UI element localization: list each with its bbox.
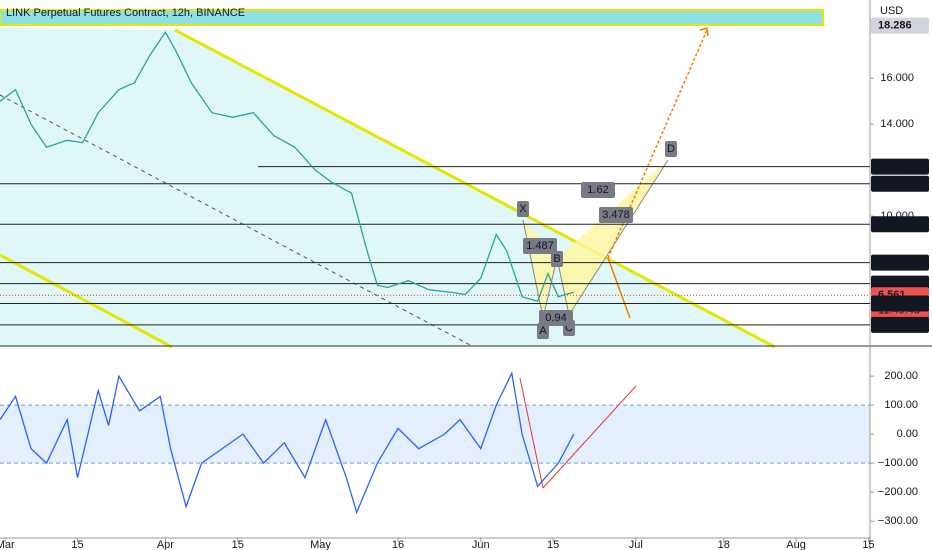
level-label-box <box>871 175 929 192</box>
x-tick-label: 15 <box>232 539 244 550</box>
y-tick-label: −300.00 <box>878 515 918 527</box>
ratio-label: 1.62 <box>587 184 608 196</box>
pattern-point-box <box>665 141 677 157</box>
level-label-box <box>871 17 929 34</box>
x-tick-label: 18 <box>718 539 730 550</box>
trend-line <box>174 28 776 349</box>
ratio-box <box>581 182 615 198</box>
y-tick-label: 14.000 <box>880 118 914 130</box>
level-label: 7.983 <box>878 256 906 268</box>
ratio-box <box>599 207 633 223</box>
y-tick-label: 16.000 <box>880 72 914 84</box>
y-tick-label: −200.00 <box>878 486 918 498</box>
level-label: 6.204 <box>878 297 906 309</box>
x-tick-label: Jun <box>472 539 490 550</box>
pattern-point: B <box>553 253 560 265</box>
chart-title: LINK Perpetual Futures Contract, 12h, BI… <box>6 7 245 19</box>
ratio-label: 1.487 <box>526 240 554 252</box>
currency: USD <box>880 5 903 17</box>
y-tick-label: −100.00 <box>878 457 918 469</box>
indicator-band <box>0 405 870 463</box>
level-label: 11.411 <box>878 178 910 190</box>
level-label: 7.066 <box>878 278 906 290</box>
pattern-point: X <box>519 203 527 215</box>
pattern-point: D <box>667 143 675 155</box>
level-label-box <box>871 216 929 233</box>
level-label: 18.286 <box>878 20 912 32</box>
ratio-box <box>539 310 573 326</box>
x-tick-label: 15 <box>547 539 559 550</box>
x-tick-label: 16 <box>392 539 404 550</box>
indicator-trend <box>519 377 544 489</box>
level-label: 5.273 <box>878 319 906 331</box>
x-tick-label: Aug <box>786 539 806 550</box>
x-tick-label: 15 <box>862 539 874 550</box>
ratio-label: 0.94 <box>545 312 566 324</box>
level-label-box <box>871 254 929 271</box>
indicator-line <box>0 371 575 515</box>
indicator-trend <box>542 385 637 489</box>
pattern-point-box <box>537 323 549 339</box>
level-label-box <box>871 316 929 333</box>
x-tick-label: Apr <box>157 539 174 550</box>
x-tick-label: 15 <box>71 539 83 550</box>
level-label-box <box>871 158 929 175</box>
pattern-point-box <box>517 201 529 217</box>
level-label: 12.157 <box>878 160 912 172</box>
y-tick-label: 0.00 <box>897 428 918 440</box>
arrow-head <box>699 27 709 37</box>
ratio-box <box>523 238 557 254</box>
pattern <box>557 160 668 315</box>
level-label-box <box>871 295 929 312</box>
x-tick-label: Mar <box>0 539 15 550</box>
pattern-point: A <box>539 325 547 337</box>
trend-line <box>0 253 173 349</box>
top-zone <box>0 9 824 26</box>
arrow <box>607 257 631 319</box>
price-line <box>0 30 574 303</box>
pattern-point: C <box>565 322 573 334</box>
x-tick-label: May <box>310 539 331 550</box>
ratio-label: 3.478 <box>602 209 630 221</box>
x-tick-label: Jul <box>629 539 643 550</box>
pattern-point-box <box>551 251 563 267</box>
level-label: 9.648 <box>878 218 906 230</box>
y-tick-label: 100.00 <box>884 399 918 411</box>
y-tick-label: 200.00 <box>884 370 918 382</box>
